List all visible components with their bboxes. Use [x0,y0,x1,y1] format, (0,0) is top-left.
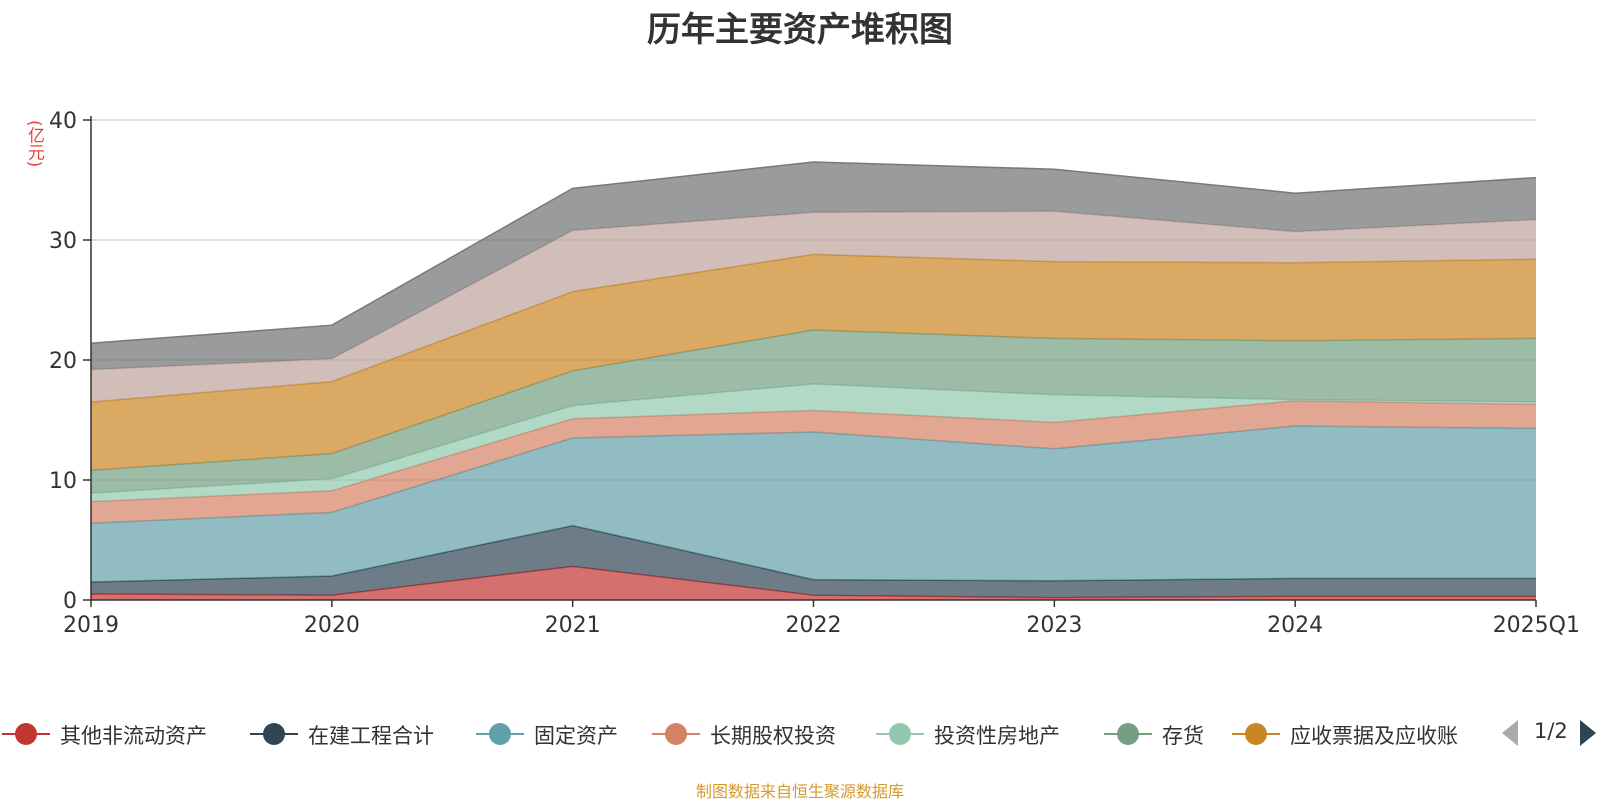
area-series-3 [91,426,1536,582]
area-line-9 [90,161,1537,344]
y-tick-label: 0 [63,589,77,614]
legend-swatch [2,723,50,745]
area-series-4 [91,400,1536,524]
legend: 其他非流动资产 在建工程合计 固定资产 长期股权投资 投资性房地产 存货 应收票据及应收账 [0,716,1600,756]
legend-label: 长期股权投资 [710,724,836,748]
legend-label: 其他非流动资产 [60,724,207,748]
legend-label: 存货 [1162,724,1204,748]
chevron-right-icon[interactable] [1578,718,1598,748]
area-series-6 [91,330,1536,494]
y-tick-label: 20 [49,349,77,374]
area-series-2 [91,525,1536,598]
x-tick-label: 2021 [545,613,601,638]
y-tick-label: 30 [49,229,77,254]
legend-swatch [652,723,700,745]
area-series-5 [91,384,1536,502]
area-series-7 [91,254,1536,471]
legend-swatch [250,723,298,745]
chevron-left-icon[interactable] [1500,718,1520,748]
y-tick-label: 40 [49,109,77,134]
x-tick-label: 2019 [63,613,119,638]
area-series-8 [91,211,1536,402]
x-tick-label: 2022 [786,613,842,638]
legend-page-indicator: 1/2 [1534,719,1568,743]
chart-title: 历年主要资产堆积图 [647,10,953,50]
legend-swatch [876,723,924,745]
legend-pager: 1/2 [1500,716,1600,752]
legend-label: 固定资产 [534,724,618,748]
legend-swatch [476,723,524,745]
legend-label: 投资性房地产 [934,724,1060,748]
x-tick-label: 2023 [1026,613,1082,638]
area-series-1 [91,566,1536,600]
source-footnote: 制图数据来自恒生聚源数据库 [695,782,904,801]
y-axis-unit-label: (亿元) [24,120,44,168]
x-tick-label: 2020 [304,613,360,638]
legend-label: 应收票据及应收账 [1290,724,1458,748]
stacked-area-chart: 0 10 20 30 40 2019 2020 2021 2022 2023 2024 2025Q1 [49,109,1580,638]
legend-swatch [1232,723,1280,745]
x-tick-label: 2025Q1 [1493,613,1580,638]
y-tick-label: 10 [49,469,77,494]
legend-swatch [1104,723,1152,745]
legend-label: 在建工程合计 [308,724,434,748]
area-series-9 [91,162,1536,370]
x-tick-label: 2024 [1267,613,1323,638]
